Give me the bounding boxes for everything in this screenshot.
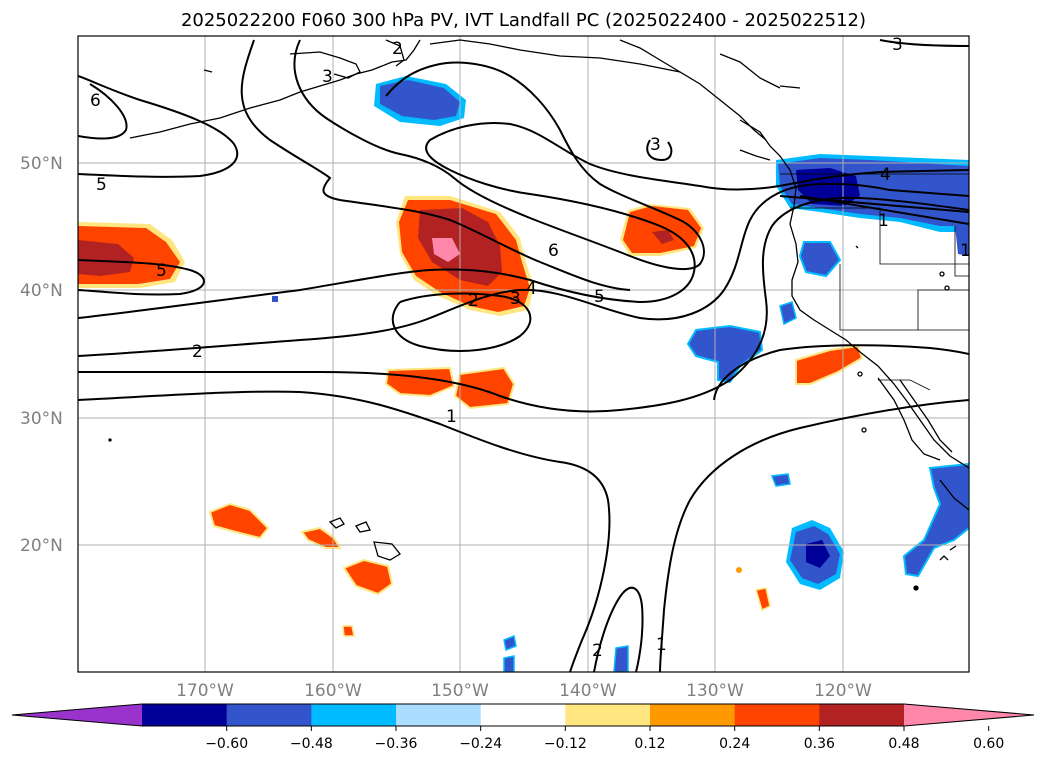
negative-anomaly-patch (686, 324, 764, 384)
positive-anomaly-patch (755, 587, 771, 612)
pv-contours (78, 39, 969, 672)
contour-label: 1 (878, 211, 889, 231)
negative-anomaly-patch (779, 301, 797, 326)
colorbar-bin (311, 704, 397, 726)
contour-label: 6 (548, 241, 559, 261)
positive-anomaly-patch (208, 502, 270, 540)
contour-label: 2 (392, 39, 403, 59)
colorbar-tick-label: 0.60 (973, 736, 1004, 752)
negative-anomaly-patch (503, 655, 515, 672)
positive-anomaly-patch (342, 558, 394, 596)
negative-anomaly-patch (272, 296, 278, 302)
negative-anomaly-patch (770, 473, 791, 487)
lat-label: 50°N (20, 154, 63, 174)
negative-anomaly-south (786, 520, 844, 590)
contour-label: 3 (892, 35, 903, 55)
colorbar-tick-label: 0.24 (719, 736, 750, 752)
contour-label: 5 (96, 175, 107, 195)
lat-label: 30°N (20, 409, 63, 429)
positive-anomaly-patch (453, 366, 516, 410)
negative-anomaly-northwest (776, 154, 969, 278)
colorbar-bin (565, 704, 651, 726)
negative-anomaly-patch (613, 645, 629, 672)
negative-anomaly-patch (503, 634, 517, 652)
colorbar-tick-label: −0.48 (290, 736, 333, 752)
colorbar-bin (734, 704, 820, 726)
lon-label: 160°W (304, 681, 362, 701)
colorbar-bin (142, 704, 228, 726)
colorbar-tick-label: 0.36 (804, 736, 835, 752)
positive-anomaly-patch (342, 625, 355, 637)
colorbar-extend-low (12, 704, 142, 726)
lon-label: 120°W (814, 681, 872, 701)
positive-anomaly-patch (795, 344, 864, 385)
colorbar-tick-label: −0.36 (375, 736, 418, 752)
latitude-labels: 50°N 40°N 30°N 20°N (20, 154, 63, 556)
lon-label: 140°W (559, 681, 617, 701)
colorbar-bin (480, 704, 566, 726)
negative-anomaly-patch (902, 462, 969, 578)
colorbar-extend-high (904, 704, 1034, 726)
colorbar-bin (819, 704, 905, 726)
contour-label: 1 (446, 407, 457, 427)
colorbar-bin (396, 704, 482, 726)
contour-label: 4 (526, 279, 537, 299)
pc-shading (78, 76, 969, 672)
longitude-labels: 170°W 160°W 150°W 140°W 130°W 120°W (176, 681, 872, 701)
positive-anomaly-west (78, 222, 185, 288)
contour-label: 1 (960, 241, 971, 261)
contour-label: 3 (650, 135, 661, 155)
contour-label: 5 (156, 261, 167, 281)
contour-label: 3 (510, 289, 521, 309)
contour-label: 1 (656, 635, 667, 655)
colorbar-tick-label: 0.48 (888, 736, 919, 752)
map-frame (77, 35, 970, 673)
contour-label: 2 (192, 342, 203, 362)
lon-label: 170°W (176, 681, 234, 701)
positive-anomaly-patch (300, 526, 342, 549)
contour-label: 6 (90, 91, 101, 111)
colorbar-outline (11, 703, 1035, 727)
lon-label: 130°W (686, 681, 744, 701)
contour-label: 5 (594, 287, 605, 307)
colorbar-tick-label: −0.60 (205, 736, 248, 752)
negative-anomaly-gulf (374, 76, 466, 126)
contour-label: 3 (322, 67, 333, 87)
positive-anomaly-patch (736, 567, 742, 573)
lon-label: 150°W (431, 681, 489, 701)
colorbar-tick-label: 0.12 (634, 736, 665, 752)
colorbar-bin (226, 704, 312, 726)
lat-label: 40°N (20, 281, 63, 301)
colorbar-tick-label: −0.12 (544, 736, 587, 752)
map-title: 2025022200 F060 300 hPa PV, IVT Landfall… (180, 10, 867, 31)
contour-label: 2 (592, 641, 603, 661)
colorbar-bin (650, 704, 736, 726)
contour-label: 4 (880, 165, 891, 185)
colorbar-tick-label: −0.24 (459, 736, 502, 752)
lat-label: 20°N (20, 536, 63, 556)
contour-labels: 6 5 5 3 2 2 3 4 5 6 3 4 1 2 1 1 2 1 3 (90, 35, 971, 661)
contour-label: 2 (468, 291, 479, 311)
positive-anomaly-northeast (620, 204, 704, 256)
graticule (78, 36, 969, 672)
colorbar: −0.60 −0.48 −0.36 −0.24 −0.12 0.12 0.24 0.36 0.4… (11, 703, 1035, 752)
